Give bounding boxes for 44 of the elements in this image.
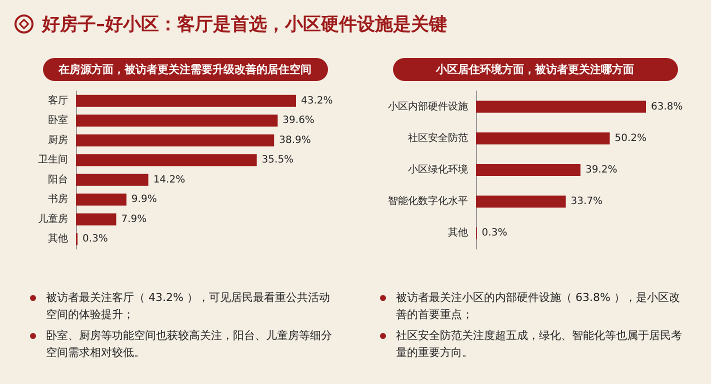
y-tick-label: 客厅: [48, 94, 68, 106]
bar: [476, 196, 566, 208]
data-label: 35.5%: [262, 154, 294, 166]
data-label: 7.9%: [121, 214, 147, 225]
y-tick-label: 儿童房: [38, 212, 68, 225]
y-tick-label: 阳台: [48, 173, 68, 186]
bar: [476, 164, 580, 176]
bar: [76, 94, 296, 107]
text: 被访者最关注客厅（ 43.2% ），可见居民最看重公共活动空间的体验提升；: [46, 290, 331, 323]
text: 被访者最关注小区的内部硬件设施（ 63.8% ），是小区改善的首要重点；: [396, 290, 681, 323]
chart-subtitle: 在房源方面，被访者更关注需要升级改善的居住空间: [42, 58, 328, 81]
y-tick-label: 书房: [48, 193, 68, 206]
y-tick-label: 其他: [48, 232, 68, 245]
bar: [76, 174, 148, 186]
data-label: 33.7%: [570, 196, 603, 208]
bar: [76, 194, 126, 206]
y-tick-label: 厨房: [48, 134, 68, 146]
data-label: 39.2%: [585, 164, 618, 176]
y-tick-label: 智能化数字化水平: [388, 195, 468, 208]
bar: [76, 154, 257, 166]
text: 社区安全防范关注度超五成，绿化、智能化等也属于居民考量的重要方向。: [396, 328, 683, 361]
data-label: 50.2%: [614, 132, 647, 144]
bar: [476, 100, 646, 113]
bar: [76, 134, 274, 146]
y-tick-label: 卫生间: [38, 154, 68, 166]
bar: [476, 132, 610, 144]
data-label: 14.2%: [153, 174, 186, 186]
text: 卧室、厨房等功能空间也获较高关注，阳台、儿童房等细分空间需求相对较低。: [46, 328, 333, 361]
bar: [76, 114, 278, 127]
y-tick-label: 小区内部硬件设施: [388, 100, 468, 112]
data-label: 43.2%: [301, 95, 333, 106]
y-tick-label: 社区安全防范: [408, 132, 468, 144]
data-label: 63.8%: [651, 101, 683, 112]
data-label: 9.9%: [131, 194, 157, 206]
data-label: 39.6%: [282, 115, 314, 126]
y-tick-label: 小区绿化环境: [408, 164, 468, 176]
data-label: 0.3%: [82, 234, 108, 245]
y-tick-label: 卧室: [48, 114, 68, 126]
chart-title: 好房子–好小区：客厅是首选，小区硬件设施是关键: [42, 13, 447, 36]
data-label: 0.3%: [482, 228, 508, 239]
y-tick-label: 其他: [448, 226, 468, 239]
bar: [76, 213, 116, 226]
chart-subtitle: 小区居住环境方面，被访者更关注哪方面: [392, 58, 678, 81]
data-label: 38.9%: [279, 134, 311, 146]
